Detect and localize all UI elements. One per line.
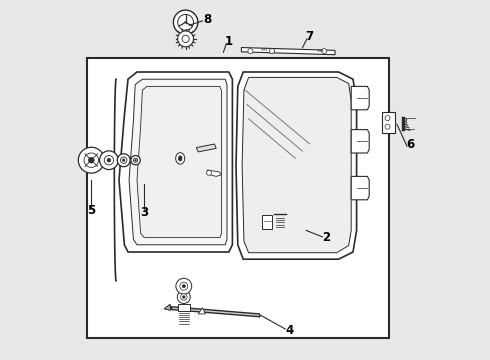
Text: 2: 2	[322, 231, 330, 244]
Polygon shape	[242, 77, 351, 253]
Polygon shape	[198, 308, 205, 314]
Polygon shape	[196, 144, 216, 152]
Circle shape	[182, 35, 189, 42]
Circle shape	[206, 170, 212, 175]
Circle shape	[104, 156, 114, 165]
Circle shape	[248, 49, 253, 54]
Bar	[262, 215, 272, 229]
Circle shape	[385, 124, 390, 129]
Polygon shape	[351, 130, 369, 153]
Polygon shape	[119, 72, 232, 252]
Circle shape	[177, 291, 190, 303]
Circle shape	[270, 49, 274, 54]
Circle shape	[182, 296, 185, 298]
Circle shape	[88, 157, 94, 163]
Circle shape	[385, 116, 390, 121]
Polygon shape	[164, 304, 171, 310]
Circle shape	[107, 158, 111, 162]
Text: 5: 5	[87, 204, 96, 217]
Bar	[382, 112, 395, 133]
Circle shape	[131, 156, 140, 165]
Circle shape	[117, 154, 130, 167]
Circle shape	[99, 151, 118, 170]
Circle shape	[173, 10, 198, 35]
Circle shape	[133, 158, 138, 162]
Polygon shape	[171, 307, 260, 317]
Text: 4: 4	[286, 324, 294, 337]
Polygon shape	[207, 170, 220, 176]
Polygon shape	[351, 176, 369, 200]
Circle shape	[180, 294, 187, 300]
Bar	[178, 304, 190, 311]
Polygon shape	[236, 72, 357, 259]
Text: SMS: SMS	[317, 49, 324, 54]
Circle shape	[121, 157, 127, 163]
Text: 1: 1	[225, 35, 233, 48]
Circle shape	[178, 31, 194, 47]
Circle shape	[178, 14, 194, 30]
Ellipse shape	[178, 156, 182, 161]
Polygon shape	[351, 86, 369, 110]
Circle shape	[182, 285, 185, 288]
Polygon shape	[137, 86, 221, 238]
Text: 3: 3	[140, 206, 148, 219]
Circle shape	[122, 159, 125, 162]
Ellipse shape	[176, 153, 185, 164]
Circle shape	[180, 282, 188, 290]
Circle shape	[135, 159, 136, 161]
Text: 8: 8	[203, 13, 211, 26]
Polygon shape	[242, 48, 335, 55]
Circle shape	[84, 153, 98, 167]
Text: SMS: SMS	[261, 48, 269, 52]
Polygon shape	[129, 79, 227, 245]
Text: 7: 7	[306, 30, 314, 42]
Bar	[87, 58, 389, 338]
Text: 6: 6	[407, 138, 415, 150]
Circle shape	[176, 278, 192, 294]
Circle shape	[321, 49, 327, 54]
Circle shape	[78, 147, 104, 173]
